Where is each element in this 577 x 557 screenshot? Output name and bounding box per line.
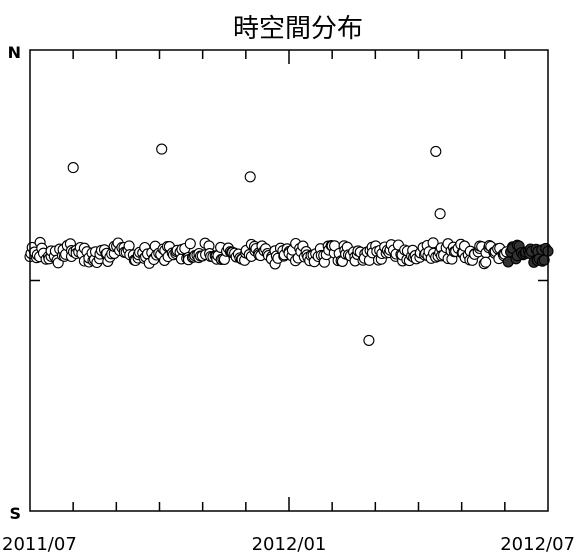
x-tick-labels: 2011/07 2012/01 2012/07 <box>2 534 575 555</box>
data-point-outlier <box>244 171 256 183</box>
data-point-outlier <box>430 145 442 157</box>
data-point-outlier <box>363 334 375 346</box>
y-top-label: N <box>8 43 21 62</box>
y-bottom-label: S <box>9 504 21 523</box>
data-point-outlier <box>67 162 79 174</box>
data-point <box>480 256 492 268</box>
data-point-outlier <box>156 143 168 155</box>
data-point-outlier <box>434 208 446 220</box>
chart-title: 時空間分布 <box>233 14 363 44</box>
data-point <box>184 238 196 250</box>
x-tick-label: 2012/07 <box>500 534 575 555</box>
scatter-points <box>24 143 554 346</box>
x-tick-label: 2012/01 <box>252 534 327 555</box>
plot-frame <box>29 49 549 512</box>
axis-ticks <box>30 50 548 511</box>
x-tick-label: 2011/07 <box>2 534 77 555</box>
